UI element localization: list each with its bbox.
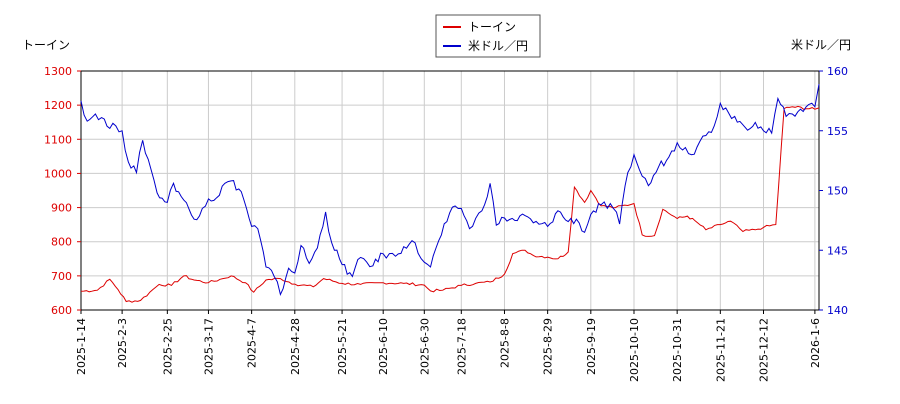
x-tick-label: 2025-2-25 xyxy=(161,318,174,375)
axes-layer: 2025-1-14 2025-2-3 2025-2-25 2025-3-17 2025-… xyxy=(44,65,848,382)
right-tick-label: 145 xyxy=(827,244,848,257)
legend: トーイン 米ドル／円 xyxy=(435,14,541,58)
right-tick-label: 150 xyxy=(827,185,848,198)
x-tick-label: 2025-10-10 xyxy=(628,318,641,382)
grid-layer xyxy=(80,70,819,311)
x-tick-label: 2025-6-10 xyxy=(377,318,390,375)
left-tick-label: 1300 xyxy=(44,65,72,78)
legend-label-usdjpy: 米ドル／円 xyxy=(468,39,528,53)
right-tick-label: 160 xyxy=(827,65,848,78)
x-tick-label: 2026-1-6 xyxy=(809,318,822,368)
x-tick-label: 2025-4-28 xyxy=(289,318,302,375)
left-tick-label: 600 xyxy=(51,304,72,317)
series-line-usdjpy xyxy=(80,84,820,297)
x-tick-label: 2025-4-7 xyxy=(246,318,259,368)
right-tick-label: 140 xyxy=(827,304,848,317)
x-tick-label: 2025-5-21 xyxy=(336,318,349,375)
x-tick-label: 2025-1-14 xyxy=(75,318,88,375)
x-tick-label: 2025-7-18 xyxy=(455,318,468,375)
left-axis-title: トーイン xyxy=(22,38,70,52)
x-tick-label: 2025-8-8 xyxy=(498,318,511,368)
series-line-toin xyxy=(80,105,820,303)
x-tick-label: 2025-3-17 xyxy=(202,318,215,375)
series-layer xyxy=(80,84,820,303)
legend-label-toin: トーイン xyxy=(468,20,516,34)
right-tick-label: 155 xyxy=(827,125,848,138)
legend-box xyxy=(435,14,541,58)
left-tick-label: 900 xyxy=(51,202,72,215)
x-tick-label: 2025-9-19 xyxy=(585,318,598,375)
left-tick-label: 1000 xyxy=(44,167,72,180)
left-tick-label: 1200 xyxy=(44,99,72,112)
left-tick-label: 700 xyxy=(51,270,72,283)
left-tick-label: 800 xyxy=(51,236,72,249)
right-axis-title: 米ドル／円 xyxy=(791,38,851,52)
x-tick-label: 2025-2-3 xyxy=(116,318,129,368)
x-tick-label: 2025-11-21 xyxy=(714,318,727,382)
x-tick-label: 2025-8-29 xyxy=(542,318,555,375)
x-tick-label: 2025-10-31 xyxy=(671,318,684,382)
x-tick-label: 2025-12-12 xyxy=(757,318,770,382)
left-tick-label: 1100 xyxy=(44,133,72,146)
x-tick-label: 2025-6-30 xyxy=(418,318,431,375)
plot-frame xyxy=(80,70,820,311)
